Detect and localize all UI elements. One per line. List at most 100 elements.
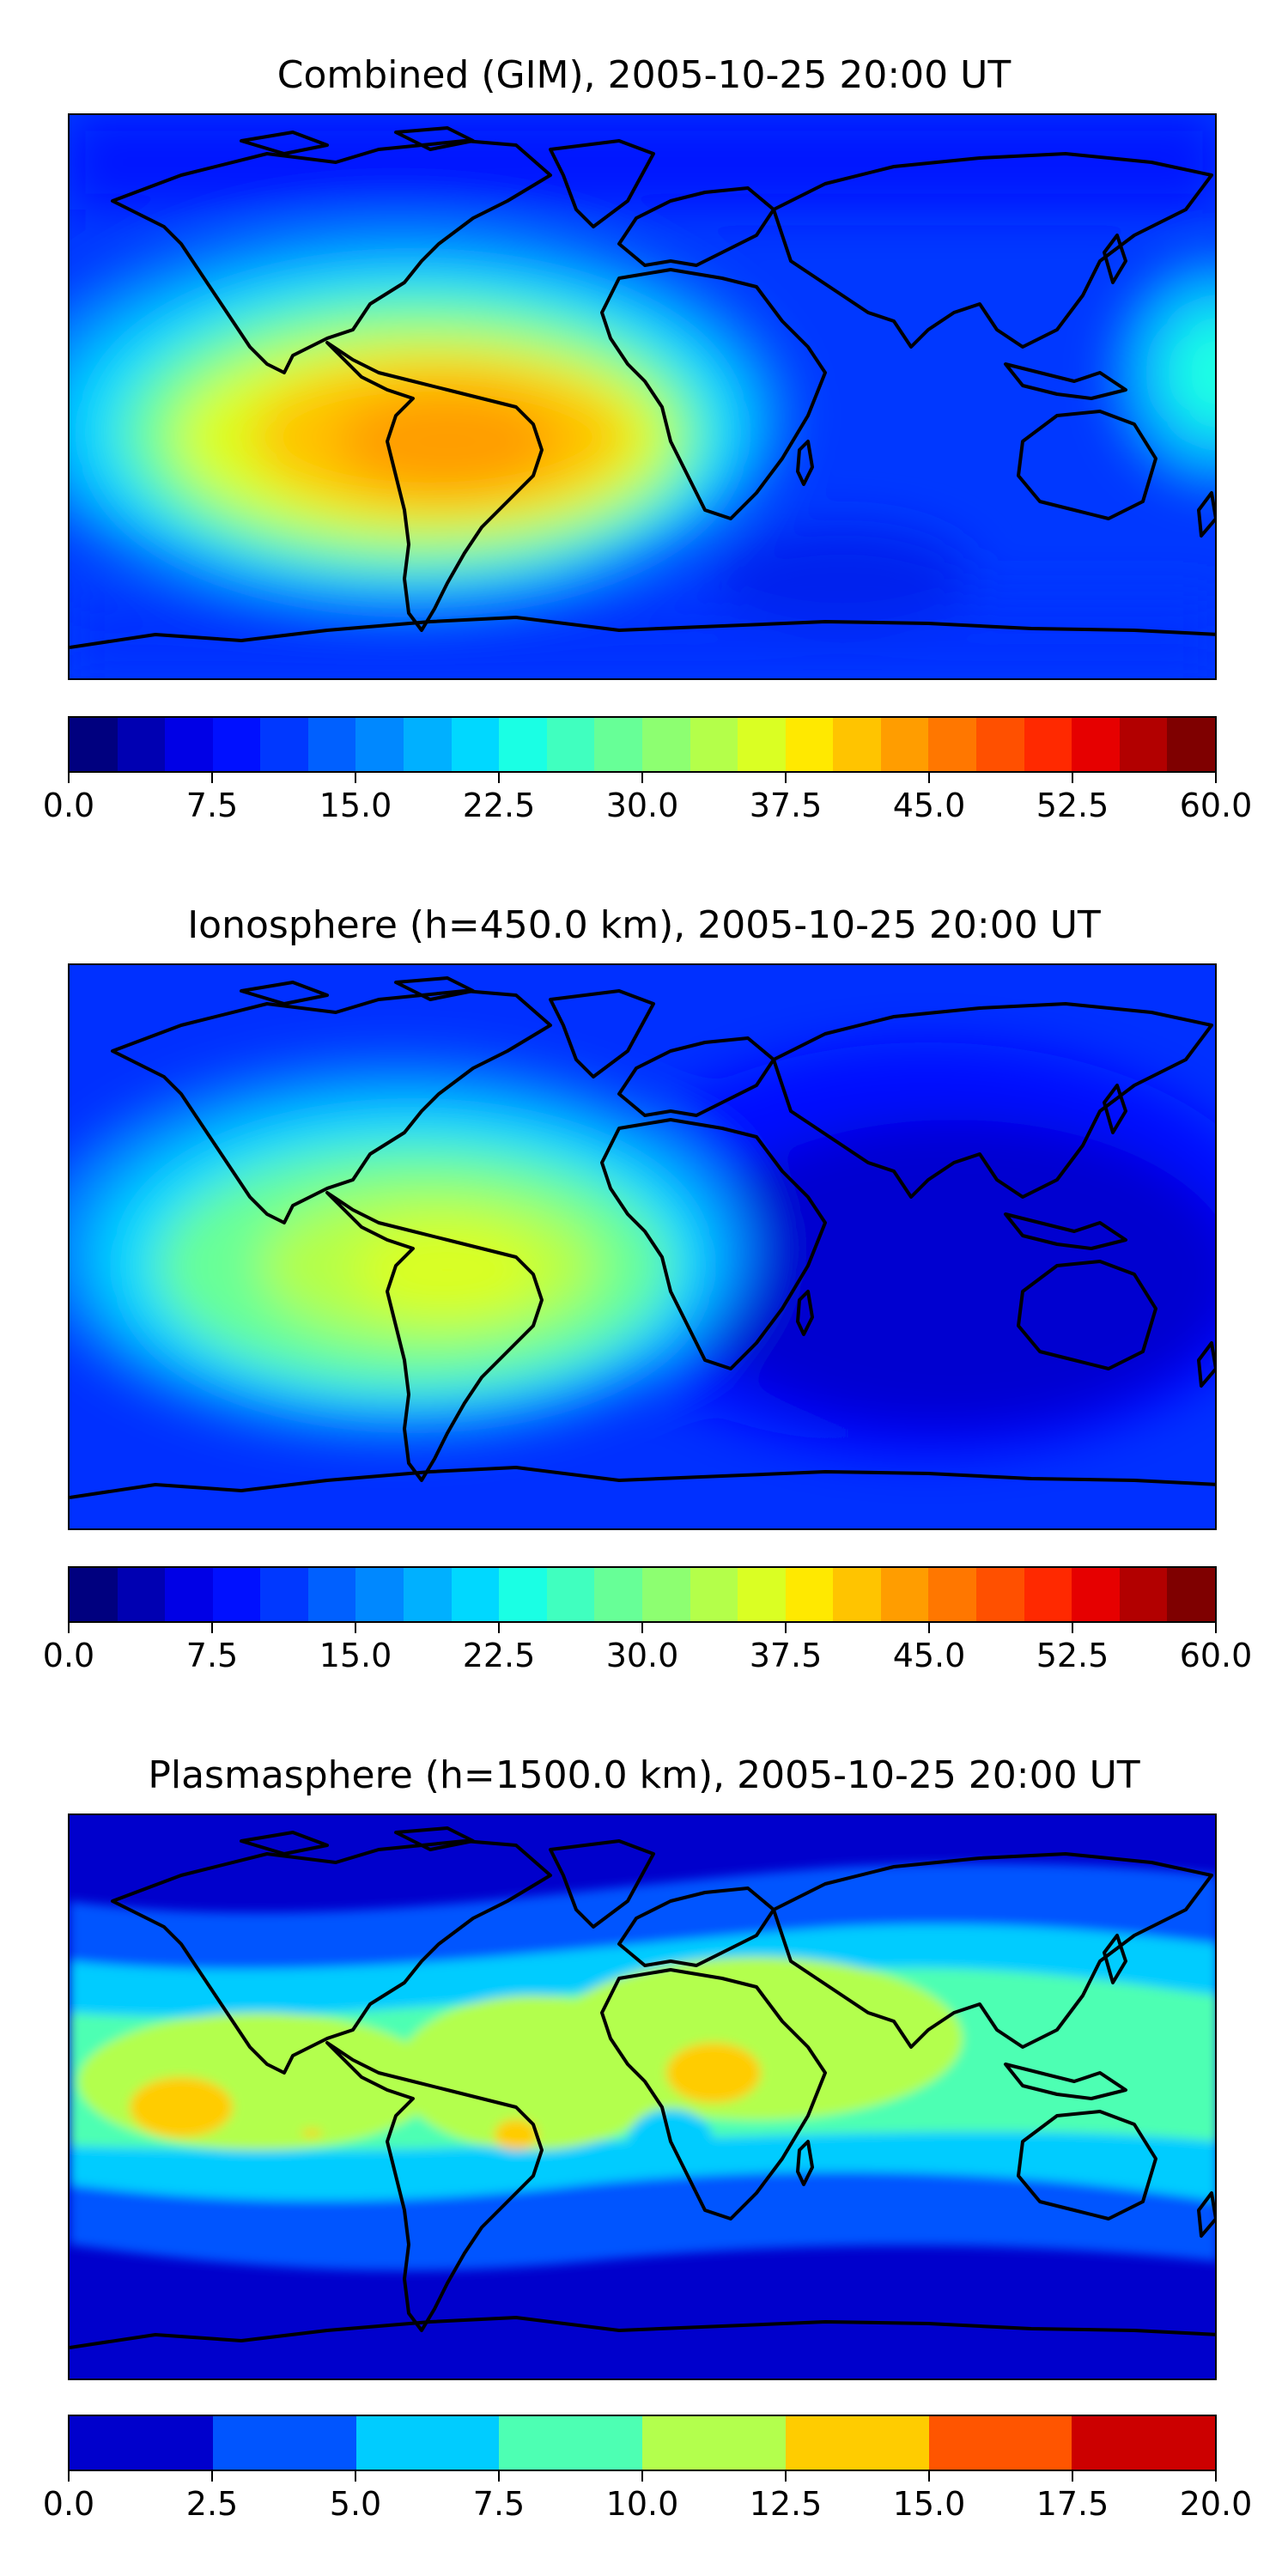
tick-mark — [68, 1623, 70, 1633]
colorbar-segment — [355, 1568, 404, 1621]
colorbar-segment — [404, 718, 452, 771]
colorbar-segment — [1119, 718, 1168, 771]
tick-label: 0.0 — [42, 787, 95, 824]
colorbar-segment — [165, 718, 213, 771]
tick-label: 52.5 — [1036, 1637, 1109, 1674]
tick-mark — [498, 773, 500, 783]
tick-label: 15.0 — [319, 1637, 392, 1674]
tick-label: 15.0 — [892, 2485, 966, 2523]
tick-label: 22.5 — [462, 787, 536, 824]
colorbar-segment — [738, 718, 786, 771]
colorbar-segment — [546, 718, 595, 771]
colorbar-segment — [355, 2416, 500, 2470]
map-title: Combined (GIM), 2005-10-25 20:00 UT — [276, 53, 1012, 97]
colorbar-segment — [499, 2416, 642, 2470]
colorbar-segment — [1024, 1568, 1072, 1621]
tick-label: 2.5 — [185, 2485, 239, 2523]
tick-mark — [1215, 2471, 1217, 2482]
colorbar-segment — [355, 718, 404, 771]
tick-label: 12.5 — [749, 2485, 823, 2523]
colorbar-segment — [451, 718, 500, 771]
colorbar-segment — [1167, 1568, 1215, 1621]
tick-label: 0.0 — [42, 2485, 95, 2523]
tick-mark — [1072, 2471, 1073, 2482]
tick-mark — [785, 773, 787, 783]
tick-mark — [68, 773, 70, 783]
tick-mark — [785, 1623, 787, 1633]
colorbar — [68, 1566, 1217, 1623]
colorbar-segment — [1024, 718, 1072, 771]
colorbar-segment — [1072, 718, 1120, 771]
colorbar-segment — [975, 718, 1024, 771]
tick-label: 37.5 — [749, 787, 823, 824]
colorbar-segment — [785, 1568, 834, 1621]
colorbar-segment — [212, 1568, 261, 1621]
tick-mark — [355, 773, 356, 783]
colorbar-ticks: 0.0 7.5 15.0 22.5 30.0 37.5 45.0 52.5 60.0 — [43, 773, 1252, 824]
colorbar-segment — [690, 1568, 738, 1621]
tick-mark — [785, 2471, 787, 2482]
tick-mark — [498, 2471, 500, 2482]
colorbar-segment — [70, 718, 118, 771]
colorbar-segment — [928, 718, 976, 771]
colorbar-segment — [499, 1568, 547, 1621]
tec-map — [68, 963, 1217, 1530]
colorbar-segment — [117, 1568, 166, 1621]
tick-label: 45.0 — [892, 1637, 966, 1674]
tick-label: 10.0 — [605, 2485, 679, 2523]
tick-label: 60.0 — [1179, 787, 1253, 824]
tick-label: 0.0 — [42, 1637, 95, 1674]
colorbar-segment — [641, 718, 690, 771]
colorbar-segment — [594, 718, 642, 771]
tick-mark — [641, 2471, 643, 2482]
colorbar-segment — [117, 718, 166, 771]
map-title: Ionosphere (h=450.0 km), 2005-10-25 20:0… — [187, 903, 1101, 947]
colorbar-segment — [70, 1568, 118, 1621]
tick-label: 17.5 — [1036, 2485, 1109, 2523]
tick-mark — [928, 2471, 930, 2482]
tick-mark — [1215, 1623, 1217, 1633]
tick-mark — [928, 773, 930, 783]
colorbar-segment — [880, 718, 929, 771]
tick-mark — [641, 1623, 643, 1633]
colorbar-segment — [1072, 2416, 1215, 2470]
tick-mark — [355, 1623, 356, 1633]
colorbar-segment — [260, 718, 308, 771]
colorbar-segment — [212, 2416, 356, 2470]
tick-label: 7.5 — [472, 2485, 526, 2523]
colorbar-segment — [307, 1568, 356, 1621]
tec-map — [68, 1814, 1217, 2380]
colorbar-segment — [642, 2416, 786, 2470]
colorbar-segment — [451, 1568, 500, 1621]
colorbar — [68, 2415, 1217, 2471]
colorbar-segment — [690, 718, 738, 771]
tick-label: 30.0 — [605, 1637, 679, 1674]
tick-label: 5.0 — [329, 2485, 382, 2523]
colorbar-segment — [1072, 1568, 1120, 1621]
colorbar-segment — [833, 718, 881, 771]
colorbar-segment — [1119, 1568, 1168, 1621]
colorbar-segment — [928, 2416, 1072, 2470]
tick-label: 37.5 — [749, 1637, 823, 1674]
tick-mark — [1072, 773, 1073, 783]
colorbar-segment — [165, 1568, 213, 1621]
tick-mark — [498, 1623, 500, 1633]
colorbar-segment — [212, 718, 261, 771]
tick-label: 60.0 — [1179, 1637, 1253, 1674]
colorbar-segment — [307, 718, 356, 771]
colorbar-segment — [499, 718, 547, 771]
colorbar-segment — [594, 1568, 642, 1621]
colorbar-segment — [70, 2416, 213, 2470]
colorbar-segment — [785, 2416, 929, 2470]
tick-mark — [641, 773, 643, 783]
tick-mark — [928, 1623, 930, 1633]
colorbar-segment — [738, 1568, 786, 1621]
colorbar-ticks: 0.0 7.5 15.0 22.5 30.0 37.5 45.0 52.5 60.0 — [43, 1623, 1252, 1674]
colorbar-segment — [641, 1568, 690, 1621]
colorbar-segment — [404, 1568, 452, 1621]
tick-label: 45.0 — [892, 787, 966, 824]
tick-mark — [355, 2471, 356, 2482]
colorbar-segment — [880, 1568, 929, 1621]
tick-mark — [211, 1623, 213, 1633]
tick-label: 15.0 — [319, 787, 392, 824]
